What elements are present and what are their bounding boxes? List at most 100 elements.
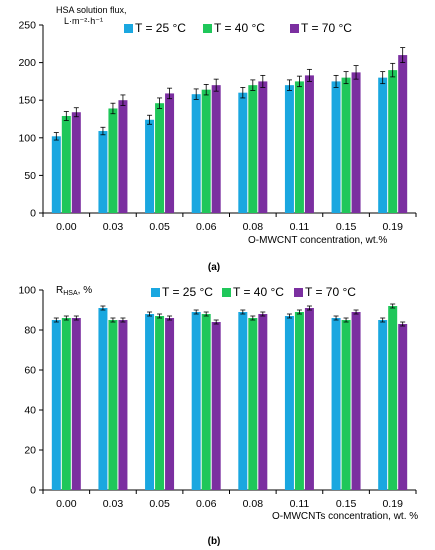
- plot-area-a: 0 50 100 150 200 250 0.00 0.03 0.05 0.06 0.08 0.11…: [18, 20, 417, 233]
- bar-25c-0.15: [331, 318, 341, 490]
- legend-label-25c-a: T = 25 °C: [135, 21, 186, 35]
- y-tick-label: 80: [24, 325, 36, 337]
- bar-70c-0.05: [165, 318, 175, 490]
- y-axis-title-b-sub: HSA: [63, 290, 78, 297]
- x-tick-label: 0.15: [336, 498, 357, 510]
- bar-70c-0.15: [351, 312, 361, 490]
- y-ticks-a: 0 50 100 150 200 250: [18, 20, 43, 220]
- bar-25c-0.06: [191, 312, 201, 490]
- bar-25c-0.11: [284, 85, 294, 213]
- bar-25c-0.03: [98, 308, 108, 490]
- bar-40c-0.00: [61, 318, 71, 490]
- bars-b: [51, 306, 408, 490]
- x-tick-label: 0.03: [103, 498, 124, 510]
- legend-swatch-70c-b: [294, 288, 303, 297]
- y-tick-label: 0: [30, 208, 36, 220]
- y-ticks-b: 0 20 40 60 80 100: [18, 285, 43, 497]
- bar-40c-0.05: [155, 103, 165, 213]
- bar-70c-0.03: [118, 100, 128, 213]
- y-tick-label: 50: [24, 170, 36, 182]
- bar-70c-0.03: [118, 320, 128, 490]
- x-tick-label: 0.08: [243, 498, 264, 510]
- bar-25c-0.00: [51, 136, 61, 213]
- bar-25c-0.00: [51, 320, 61, 490]
- legend-label-25c-b: T = 25 °C: [162, 285, 213, 299]
- bar-40c-0.03: [108, 108, 118, 213]
- bar-70c-0.15: [351, 72, 361, 213]
- legend-label-40c-a: T = 40 °C: [214, 21, 265, 35]
- x-tick-label: 0.15: [336, 221, 357, 233]
- error-bars-a: [53, 47, 406, 141]
- x-tick-label: 0.19: [382, 498, 403, 510]
- y-axis-title-b-suffix: , %: [78, 285, 93, 296]
- bar-25c-0.06: [191, 94, 201, 213]
- x-ticks-a: 0.00 0.03 0.05 0.06 0.08 0.11 0.15 0.19: [42, 213, 417, 233]
- bar-70c-0.00: [71, 318, 81, 490]
- y-axis-title-a-line2: L·m⁻²·h⁻¹: [64, 16, 103, 26]
- bar-70c-0.08: [258, 314, 268, 490]
- x-tick-label: 0.11: [290, 498, 310, 510]
- y-tick-label: 150: [18, 95, 36, 107]
- bar-40c-0.00: [61, 115, 71, 213]
- bar-25c-0.19: [378, 320, 388, 490]
- legend-label-70c-b: T = 70 °C: [305, 285, 356, 299]
- x-tick-label: 0.05: [149, 221, 170, 233]
- y-tick-label: 100: [18, 285, 36, 297]
- bar-25c-0.15: [331, 81, 341, 214]
- bar-70c-0.19: [398, 55, 408, 213]
- y-axis-title-a-line1: HSA solution flux,: [56, 5, 127, 15]
- bar-40c-0.05: [155, 316, 165, 490]
- y-tick-label: 250: [18, 20, 36, 32]
- bar-70c-0.00: [71, 112, 81, 213]
- legend-label-70c-a: T = 70 °C: [301, 21, 352, 35]
- y-tick-label: 20: [24, 445, 36, 457]
- y-axis-title-b: RHSA, %: [56, 285, 92, 297]
- panel-label-a: (a): [208, 262, 220, 273]
- x-tick-label: 0.06: [196, 221, 217, 233]
- x-ticks-b: 0.00 0.03 0.05 0.06 0.08 0.11 0.15 0.19: [42, 490, 417, 510]
- x-tick-label: 0.11: [290, 221, 310, 233]
- legend-swatch-40c-a: [203, 24, 212, 33]
- bar-25c-0.05: [145, 119, 155, 213]
- bar-70c-0.08: [258, 81, 268, 214]
- y-axis-title-b-main: R: [56, 285, 63, 296]
- bar-40c-0.15: [341, 77, 351, 213]
- legend-swatch-25c-a: [124, 24, 133, 33]
- x-tick-label: 0.03: [103, 221, 124, 233]
- legend-a: T = 25 °C T = 40 °C T = 70 °C: [124, 21, 352, 35]
- bar-25c-0.05: [145, 314, 155, 490]
- bar-40c-0.15: [341, 320, 351, 490]
- error-bars-b: [53, 303, 406, 327]
- bar-25c-0.11: [284, 316, 294, 490]
- bar-40c-0.11: [294, 81, 304, 214]
- bar-70c-0.06: [211, 85, 221, 213]
- x-axis-title-a: O-MWCNT concentration, wt.%: [248, 235, 387, 246]
- y-tick-label: 60: [24, 365, 36, 377]
- y-tick-label: 0: [30, 485, 36, 497]
- bar-70c-0.11: [304, 75, 314, 213]
- bar-40c-0.11: [294, 312, 304, 490]
- bars-a: [51, 55, 408, 214]
- bar-25c-0.03: [98, 131, 108, 213]
- plot-area-b: 0 20 40 60 80 100 0.00 0.03 0.05 0.06 0.08 0.11 0.1…: [18, 285, 417, 510]
- bar-25c-0.08: [238, 312, 248, 490]
- y-tick-label: 200: [18, 57, 36, 69]
- legend-label-40c-b: T = 40 °C: [233, 285, 284, 299]
- bar-40c-0.19: [388, 70, 398, 214]
- x-tick-label: 0.19: [382, 221, 403, 233]
- bar-70c-0.05: [165, 93, 175, 213]
- bar-40c-0.03: [108, 320, 118, 490]
- x-axis-title-b: O-MWCNTs concentration, wt. %: [272, 511, 418, 522]
- x-tick-label: 0.00: [56, 498, 77, 510]
- legend-b: T = 25 °C T = 40 °C T = 70 °C: [151, 285, 356, 299]
- legend-swatch-25c-b: [151, 288, 160, 297]
- bar-40c-0.08: [248, 318, 258, 490]
- bar-25c-0.19: [378, 77, 388, 213]
- legend-swatch-70c-a: [290, 24, 299, 33]
- x-tick-label: 0.08: [243, 221, 264, 233]
- panel-label-b: (b): [208, 536, 221, 547]
- bar-40c-0.08: [248, 85, 258, 213]
- x-tick-label: 0.06: [196, 498, 217, 510]
- chart-panel-a: 0 50 100 150 200 250 0.00 0.03 0.05 0.06 0.08 0.11…: [18, 5, 417, 273]
